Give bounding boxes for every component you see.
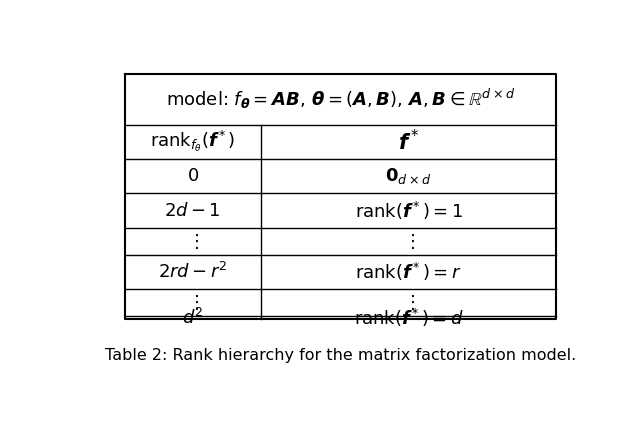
- Text: $\mathrm{rank}_{\boldsymbol{f_\theta}}(\boldsymbol{f}^*)$: $\mathrm{rank}_{\boldsymbol{f_\theta}}(\…: [150, 129, 236, 154]
- Text: $\vdots$: $\vdots$: [187, 293, 199, 312]
- Text: $d^2$: $d^2$: [182, 308, 204, 328]
- Text: $\vdots$: $\vdots$: [403, 293, 415, 312]
- Text: $\vdots$: $\vdots$: [187, 232, 199, 251]
- Text: $\mathrm{rank}(\boldsymbol{f}^*)=r$: $\mathrm{rank}(\boldsymbol{f}^*)=r$: [355, 261, 462, 283]
- Text: $2rd-r^2$: $2rd-r^2$: [158, 262, 228, 282]
- Text: $0$: $0$: [187, 167, 199, 185]
- Text: $\mathbf{0}_{d\times d}$: $\mathbf{0}_{d\times d}$: [385, 166, 432, 186]
- Text: Table 2: Rank hierarchy for the matrix factorization model.: Table 2: Rank hierarchy for the matrix f…: [105, 348, 576, 363]
- Text: $\mathrm{rank}(\boldsymbol{f}^*)=d$: $\mathrm{rank}(\boldsymbol{f}^*)=d$: [354, 307, 463, 329]
- Text: $2d-1$: $2d-1$: [164, 201, 221, 220]
- Text: $\vdots$: $\vdots$: [403, 232, 415, 251]
- Text: $\mathrm{rank}(\boldsymbol{f}^*)=1$: $\mathrm{rank}(\boldsymbol{f}^*)=1$: [355, 199, 463, 221]
- Text: model: $\boldsymbol{f_{\boldsymbol{\theta}}} = \boldsymbol{AB},\, \boldsymbol{\t: model: $\boldsymbol{f_{\boldsymbol{\thet…: [166, 87, 515, 111]
- Text: $\boldsymbol{f}^*$: $\boldsymbol{f}^*$: [398, 129, 419, 154]
